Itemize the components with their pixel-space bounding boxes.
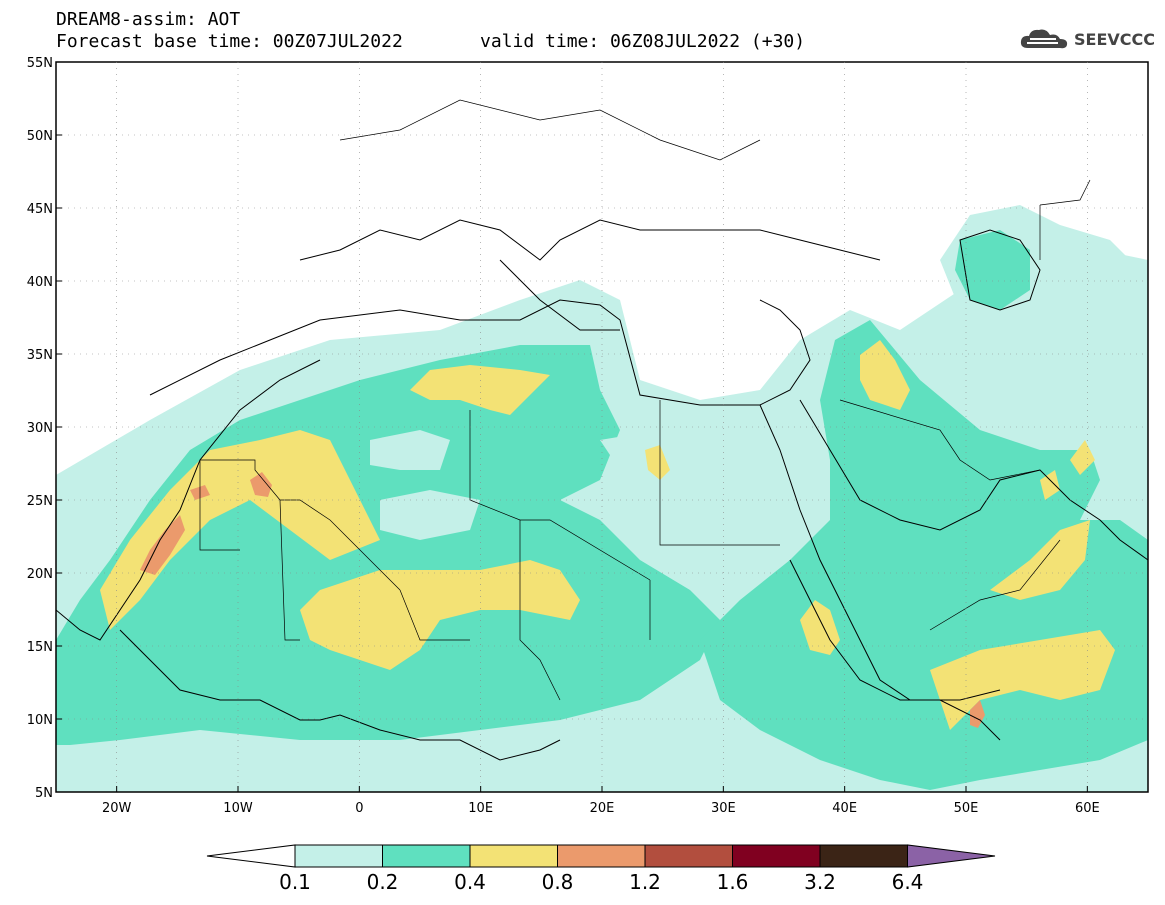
colorbar-over-arrow bbox=[907, 844, 996, 868]
aot-band-0.2-west bbox=[56, 345, 720, 745]
graticule bbox=[56, 61, 1148, 793]
lat-label: 50N bbox=[27, 129, 53, 144]
colorbar-under-arrow bbox=[206, 844, 296, 868]
lon-label: 40E bbox=[832, 801, 857, 816]
forecast-base-time: Forecast base time: 00Z07JUL2022 bbox=[56, 31, 403, 52]
colorbar-label: 0.8 bbox=[542, 870, 574, 894]
colorbar bbox=[206, 844, 996, 868]
lat-label: 20N bbox=[27, 567, 53, 582]
map-title: DREAM8-assim: AOT bbox=[56, 9, 241, 30]
lat-label: 25N bbox=[27, 494, 53, 509]
lat-label: 35N bbox=[27, 348, 53, 363]
aot-band-0.4-gulf bbox=[1040, 470, 1060, 500]
cloud-icon bbox=[1020, 29, 1068, 49]
colorbar-label: 6.4 bbox=[892, 870, 924, 894]
colorbar-label: 1.6 bbox=[717, 870, 749, 894]
lat-label: 15N bbox=[27, 640, 53, 655]
longitude-labels: 20W 10W 0 10E 20E 30E 40E 50E 60E bbox=[102, 801, 1100, 816]
aot-band-0.4-somalia bbox=[930, 630, 1115, 730]
lon-label: 0 bbox=[355, 801, 363, 816]
colorbar-label: 0.2 bbox=[367, 870, 399, 894]
colorbar-segment bbox=[469, 844, 558, 868]
colorbar-label: 3.2 bbox=[804, 870, 836, 894]
coastlines bbox=[56, 219, 1148, 761]
lon-label: 60E bbox=[1075, 801, 1100, 816]
colorbar-segment bbox=[557, 844, 646, 868]
colorbar-segment bbox=[294, 844, 383, 868]
colorbar-segment bbox=[732, 844, 821, 868]
lat-label: 45N bbox=[27, 202, 53, 217]
aot-band-0.4-iraq bbox=[860, 340, 910, 410]
colorbar-labels: 0.1 0.2 0.4 0.8 1.2 1.6 3.2 6.4 bbox=[279, 870, 923, 894]
lon-label: 30E bbox=[711, 801, 736, 816]
aot-band-0.4-oman bbox=[990, 520, 1090, 600]
colorbar-segment bbox=[382, 844, 471, 868]
lat-label: 55N bbox=[27, 56, 53, 71]
colorbar-label: 1.2 bbox=[629, 870, 661, 894]
aot-band-0.4-egypt bbox=[645, 445, 670, 480]
lat-label: 5N bbox=[35, 786, 53, 801]
lat-label: 10N bbox=[27, 713, 53, 728]
aot-band-0.8-c bbox=[250, 472, 272, 497]
seevccc-logo: SEEVCCC bbox=[1018, 26, 1155, 52]
lon-label: 20W bbox=[102, 801, 132, 816]
lon-label: 10E bbox=[468, 801, 493, 816]
country-borders bbox=[199, 99, 1091, 701]
colorbar-label: 0.4 bbox=[454, 870, 486, 894]
lon-label: 20E bbox=[590, 801, 615, 816]
aot-band-0.2-caspian bbox=[955, 230, 1030, 310]
colorbar-segment bbox=[819, 844, 908, 868]
aot-band-0.4-algeria bbox=[410, 365, 550, 415]
aot-band-0.2-lowclear3 bbox=[380, 490, 480, 540]
valid-time: valid time: 06Z08JUL2022 (+30) bbox=[480, 31, 806, 52]
aot-band-0.4-redsea bbox=[800, 600, 840, 655]
aot-band-0.4-mauritania bbox=[100, 430, 380, 630]
aot-band-0.8-a bbox=[140, 515, 185, 575]
aot-band-0.4-sahel bbox=[300, 560, 580, 670]
lon-label: 10W bbox=[223, 801, 253, 816]
lat-label: 30N bbox=[27, 421, 53, 436]
colorbar-label: 0.1 bbox=[279, 870, 311, 894]
logo-text: SEEVCCC bbox=[1074, 29, 1155, 49]
aot-band-0.4-gulf2 bbox=[1070, 440, 1095, 475]
aot-band-0.2-lowclear bbox=[370, 430, 450, 470]
aot-fields bbox=[56, 205, 1148, 792]
latitude-labels: 55N 50N 45N 40N 35N 30N 25N 20N 15N 10N 5N bbox=[27, 56, 53, 801]
lon-label: 50E bbox=[954, 801, 979, 816]
colorbar-segment bbox=[644, 844, 733, 868]
lat-label: 40N bbox=[27, 275, 53, 290]
